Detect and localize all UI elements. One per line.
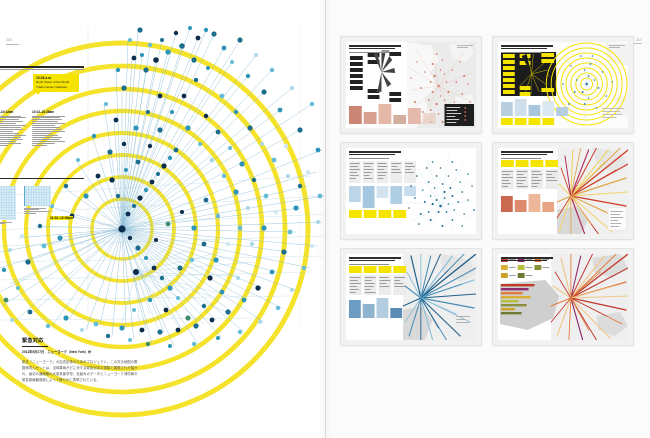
poster-artwork-5: [346, 254, 476, 340]
right-page: 217: [326, 0, 650, 438]
poster-artwork-2: [498, 42, 628, 128]
column-heading: 9:59–10:12am: [0, 110, 14, 114]
poster-sheet: [346, 148, 476, 234]
left-folio: 216: [6, 38, 12, 42]
pattern-panel-rule: [0, 178, 84, 180]
poster-title-5: [349, 257, 401, 262]
timeline-text-module: [0, 66, 84, 70]
thumbnail-panel-4[interactable]: [492, 142, 634, 240]
pattern-swatch-row: [0, 186, 51, 227]
poster-meta-2: [609, 45, 625, 48]
poster-sheet: [346, 42, 476, 128]
pattern-block: [24, 186, 51, 215]
thumbnail-grid: [340, 36, 634, 354]
thumbnail-panel-6[interactable]: [492, 248, 634, 346]
thumbnail-panel-2[interactable]: [492, 36, 634, 134]
lower-time-heading-text: 11:10–12:00pm: [50, 216, 74, 220]
module-rule-light: [0, 68, 84, 70]
poster-title-2: [501, 45, 553, 50]
pattern-swatch: [0, 186, 16, 220]
poster-section-label-4: [501, 158, 541, 159]
poster-sheet: [346, 254, 476, 340]
poster-section-label-3: [349, 158, 389, 159]
timeline-column: 9:59–10:12am: [0, 110, 26, 147]
poster-artwork-3: [346, 148, 476, 234]
poster-meta-1: [457, 45, 473, 48]
column-heading: 10:13–10:28am: [32, 110, 55, 114]
thumbnail-row: [340, 36, 634, 134]
left-folio-rule: [6, 44, 19, 45]
poster-section-label-1: [349, 52, 389, 53]
callout-tail: [37, 91, 41, 95]
thumbnail-row: [340, 248, 634, 346]
cross-links: [0, 175, 325, 321]
column-body-lines: [32, 115, 65, 147]
right-folio-rule: [626, 43, 642, 44]
pattern-caption: [0, 221, 16, 225]
poster-title-1: [349, 45, 401, 50]
caption-underline: [22, 346, 48, 347]
network-nodes: [1, 26, 323, 348]
poster-sheet: [498, 254, 628, 340]
timeline-column: 10:13–10:28am: [32, 110, 65, 147]
right-folio: 217: [626, 38, 642, 44]
poster-section-label-2: [501, 52, 541, 53]
poster-sheet: [498, 42, 628, 128]
column-body-lines: [0, 115, 26, 147]
poster-title-6: [501, 257, 553, 262]
module-rule-heavy: [0, 66, 84, 68]
radial-network-diagram: [0, 26, 325, 418]
left-folio-number: 216: [6, 38, 12, 42]
poster-artwork-6: [498, 254, 628, 340]
thumbnail-panel-1[interactable]: [340, 36, 482, 134]
callout-north-tower: 10:28 a.m. North Tower of the World Trad…: [33, 74, 79, 95]
thumbnail-panel-5[interactable]: [340, 248, 482, 346]
pattern-block: [0, 186, 16, 225]
poster-title-4: [501, 151, 553, 156]
poster-artwork-4: [498, 148, 628, 234]
left-page: 216 9:59 a.m. South Tower of the World T…: [0, 26, 325, 418]
thumbnail-row: [340, 142, 634, 240]
poster-artwork-1: [346, 42, 476, 128]
pattern-caption: [24, 207, 51, 214]
callout-time: 10:28 a.m.: [36, 76, 52, 80]
thumbnail-panel-3[interactable]: [340, 142, 482, 240]
poster-sheet: [498, 148, 628, 234]
page-gutter: [325, 0, 326, 438]
poster-section-label-5: [349, 264, 389, 265]
pattern-swatch: [24, 186, 51, 206]
lower-time-heading: 11:10–12:00pm: [50, 216, 74, 220]
caption-meta: 2011年9月27日 ニューヨーク（New York）州: [22, 350, 92, 355]
timeline-columns: 9:03–9:58am 9:59–10:12am 10:13–10:28am: [0, 110, 65, 147]
poster-title-3: [349, 151, 401, 156]
caption-title: 緊急対応: [22, 338, 44, 344]
callout-body: North Tower of the World Trade Center co…: [36, 80, 70, 89]
caption-block: 緊急対応 2011年9月27日 ニューヨーク（New York）州 新誌『ニュー…: [22, 337, 138, 383]
caption-body: 新誌『ニューヨーク』の記念記事のためのプロジェクト。この次元地図の関図海境んセッ…: [22, 359, 138, 382]
right-folio-number: 217: [636, 38, 642, 42]
